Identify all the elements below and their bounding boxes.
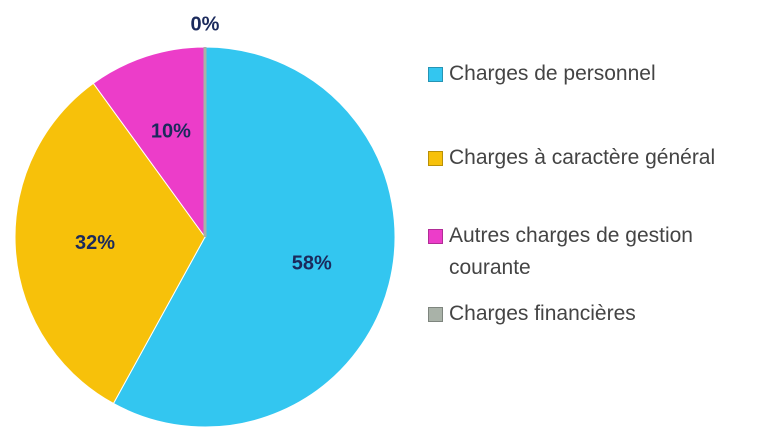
legend-entry: Charges à caractère général	[428, 142, 728, 174]
data-label: 58%	[292, 253, 332, 275]
legend-entry: Charges financières	[428, 298, 728, 330]
data-label: 32%	[75, 232, 115, 254]
legend-swatch	[428, 151, 443, 166]
pie-slice	[14, 82, 206, 405]
legend-label: Charges de personnel	[449, 62, 656, 85]
legend-swatch	[428, 229, 443, 244]
legend-label: Charges à caractère général	[449, 146, 716, 169]
legend-swatch	[428, 67, 443, 82]
pie-slice	[112, 46, 396, 428]
legend-entry: Charges de personnel	[428, 58, 728, 90]
data-label: 10%	[151, 120, 191, 142]
pie-slice	[92, 46, 206, 239]
legend-entry: Autres charges de gestion courante	[428, 220, 728, 284]
legend-label: Charges financières	[449, 302, 636, 325]
legend-label: Autres charges de gestion courante	[449, 224, 693, 279]
legend-swatch	[428, 307, 443, 322]
data-label: 0%	[191, 13, 220, 35]
